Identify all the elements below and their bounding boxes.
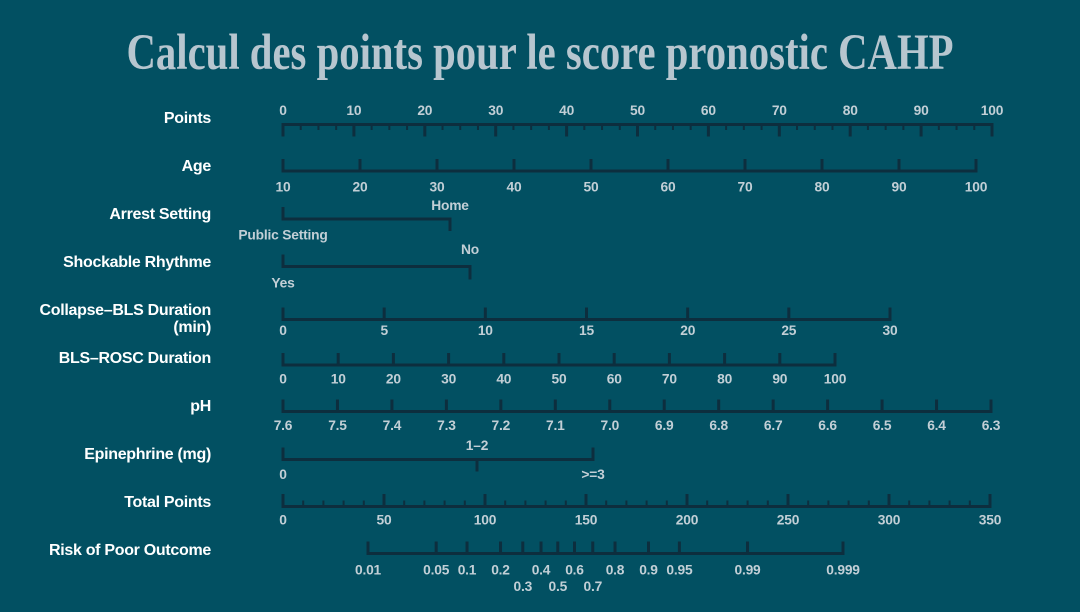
- svg-text:7.2: 7.2: [492, 418, 511, 433]
- svg-text:30: 30: [883, 323, 898, 338]
- svg-text:80: 80: [815, 180, 830, 195]
- svg-text:200: 200: [676, 513, 699, 528]
- svg-text:90: 90: [892, 180, 907, 195]
- svg-text:20: 20: [386, 372, 401, 387]
- svg-text:pH: pH: [190, 398, 211, 415]
- svg-text:5: 5: [380, 323, 388, 338]
- svg-text:15: 15: [579, 323, 594, 338]
- svg-text:6.3: 6.3: [982, 418, 1001, 433]
- svg-text:7.4: 7.4: [383, 418, 402, 433]
- svg-text:80: 80: [717, 372, 732, 387]
- svg-text:6.8: 6.8: [709, 418, 728, 433]
- svg-text:6.9: 6.9: [655, 418, 674, 433]
- svg-text:0.7: 0.7: [584, 579, 603, 594]
- svg-text:80: 80: [843, 103, 858, 118]
- svg-text:250: 250: [777, 513, 800, 528]
- svg-text:10: 10: [478, 323, 493, 338]
- svg-text:6.4: 6.4: [927, 418, 946, 433]
- svg-text:20: 20: [680, 323, 695, 338]
- svg-text:Total Points: Total Points: [124, 494, 211, 511]
- svg-text:7.0: 7.0: [601, 418, 620, 433]
- svg-text:30: 30: [430, 180, 445, 195]
- svg-text:6.6: 6.6: [818, 418, 837, 433]
- svg-text:6.7: 6.7: [764, 418, 783, 433]
- svg-text:60: 60: [607, 372, 622, 387]
- svg-text:0.99: 0.99: [734, 563, 761, 578]
- svg-text:0: 0: [279, 467, 287, 482]
- svg-text:0.6: 0.6: [565, 563, 584, 578]
- svg-text:(min): (min): [173, 319, 211, 336]
- svg-text:60: 60: [661, 180, 676, 195]
- svg-text:0.9: 0.9: [639, 563, 658, 578]
- svg-text:Calcul des points pour le scor: Calcul des points pour le score pronosti…: [127, 25, 954, 81]
- svg-text:7.1: 7.1: [546, 418, 565, 433]
- svg-text:300: 300: [878, 513, 901, 528]
- svg-text:20: 20: [417, 103, 432, 118]
- svg-text:7.6: 7.6: [274, 418, 293, 433]
- svg-text:20: 20: [353, 180, 368, 195]
- svg-text:0.01: 0.01: [355, 563, 382, 578]
- svg-text:0.5: 0.5: [549, 579, 568, 594]
- svg-text:6.5: 6.5: [873, 418, 892, 433]
- svg-text:0.999: 0.999: [826, 563, 860, 578]
- svg-text:7.5: 7.5: [328, 418, 347, 433]
- svg-text:0.8: 0.8: [606, 563, 625, 578]
- svg-text:Age: Age: [182, 158, 212, 175]
- svg-text:100: 100: [981, 103, 1004, 118]
- svg-text:Home: Home: [431, 198, 469, 213]
- svg-text:Points: Points: [164, 110, 211, 127]
- svg-text:No: No: [461, 242, 479, 257]
- svg-text:70: 70: [772, 103, 787, 118]
- svg-text:70: 70: [738, 180, 753, 195]
- svg-text:10: 10: [276, 180, 291, 195]
- svg-text:0.1: 0.1: [458, 563, 477, 578]
- svg-text:10: 10: [331, 372, 346, 387]
- svg-text:50: 50: [552, 372, 567, 387]
- svg-text:10: 10: [346, 103, 361, 118]
- svg-text:0: 0: [279, 323, 287, 338]
- svg-text:0.4: 0.4: [532, 563, 551, 578]
- svg-text:Arrest Setting: Arrest Setting: [109, 206, 211, 223]
- svg-text:7.3: 7.3: [437, 418, 456, 433]
- svg-text:Collapse–BLS Duration: Collapse–BLS Duration: [39, 302, 211, 319]
- svg-text:50: 50: [630, 103, 645, 118]
- svg-text:70: 70: [662, 372, 677, 387]
- svg-text:>=3: >=3: [581, 467, 605, 482]
- svg-text:40: 40: [559, 103, 574, 118]
- svg-text:25: 25: [781, 323, 796, 338]
- svg-text:1–2: 1–2: [466, 438, 489, 453]
- svg-text:0.3: 0.3: [514, 579, 533, 594]
- svg-text:0: 0: [279, 513, 287, 528]
- svg-text:0: 0: [279, 372, 287, 387]
- svg-text:Public Setting: Public Setting: [238, 228, 327, 243]
- svg-text:0.95: 0.95: [666, 563, 693, 578]
- svg-text:30: 30: [441, 372, 456, 387]
- svg-text:30: 30: [488, 103, 503, 118]
- svg-text:Yes: Yes: [271, 276, 295, 291]
- svg-text:Risk of Poor Outcome: Risk of Poor Outcome: [49, 542, 211, 559]
- svg-text:40: 40: [496, 372, 511, 387]
- svg-text:40: 40: [507, 180, 522, 195]
- svg-text:60: 60: [701, 103, 716, 118]
- svg-text:90: 90: [772, 372, 787, 387]
- svg-text:90: 90: [914, 103, 929, 118]
- svg-text:100: 100: [965, 180, 988, 195]
- svg-text:50: 50: [584, 180, 599, 195]
- svg-text:0.05: 0.05: [423, 563, 450, 578]
- svg-text:150: 150: [575, 513, 598, 528]
- svg-text:Shockable Rhythme: Shockable Rhythme: [63, 254, 211, 271]
- svg-text:Epinephrine (mg): Epinephrine (mg): [84, 446, 211, 463]
- svg-text:50: 50: [377, 513, 392, 528]
- svg-text:0: 0: [279, 103, 287, 118]
- svg-text:0.2: 0.2: [491, 563, 510, 578]
- svg-text:100: 100: [474, 513, 497, 528]
- svg-text:100: 100: [824, 372, 847, 387]
- svg-text:BLS–ROSC Duration: BLS–ROSC Duration: [59, 350, 211, 367]
- svg-text:350: 350: [979, 513, 1002, 528]
